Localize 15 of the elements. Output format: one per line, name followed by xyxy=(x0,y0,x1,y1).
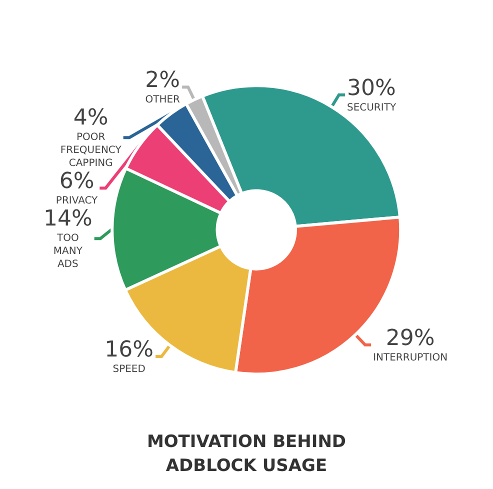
slice-label: SECURITY xyxy=(346,102,397,114)
data-label: 29% xyxy=(386,326,435,351)
slice-label: SPEED xyxy=(112,364,146,376)
slice-label: OTHER xyxy=(145,94,180,106)
data-label: 30% xyxy=(347,76,396,101)
data-label: 14% xyxy=(43,206,92,232)
slice-label: TOO MANY ADS xyxy=(53,233,84,270)
data-label: 16% xyxy=(104,338,154,363)
text: MOTIVATION BEHIND ADBLOCK USAGE xyxy=(146,432,346,476)
data-label: 4% xyxy=(73,106,108,131)
slice-label: PRIVACY xyxy=(56,196,99,207)
data-label: 6% xyxy=(59,169,94,194)
slice-label: INTERRUPTION xyxy=(373,352,448,364)
slice-label: POOR FREQUENCY CAPPING xyxy=(60,132,122,170)
data-label: 2% xyxy=(145,68,180,94)
